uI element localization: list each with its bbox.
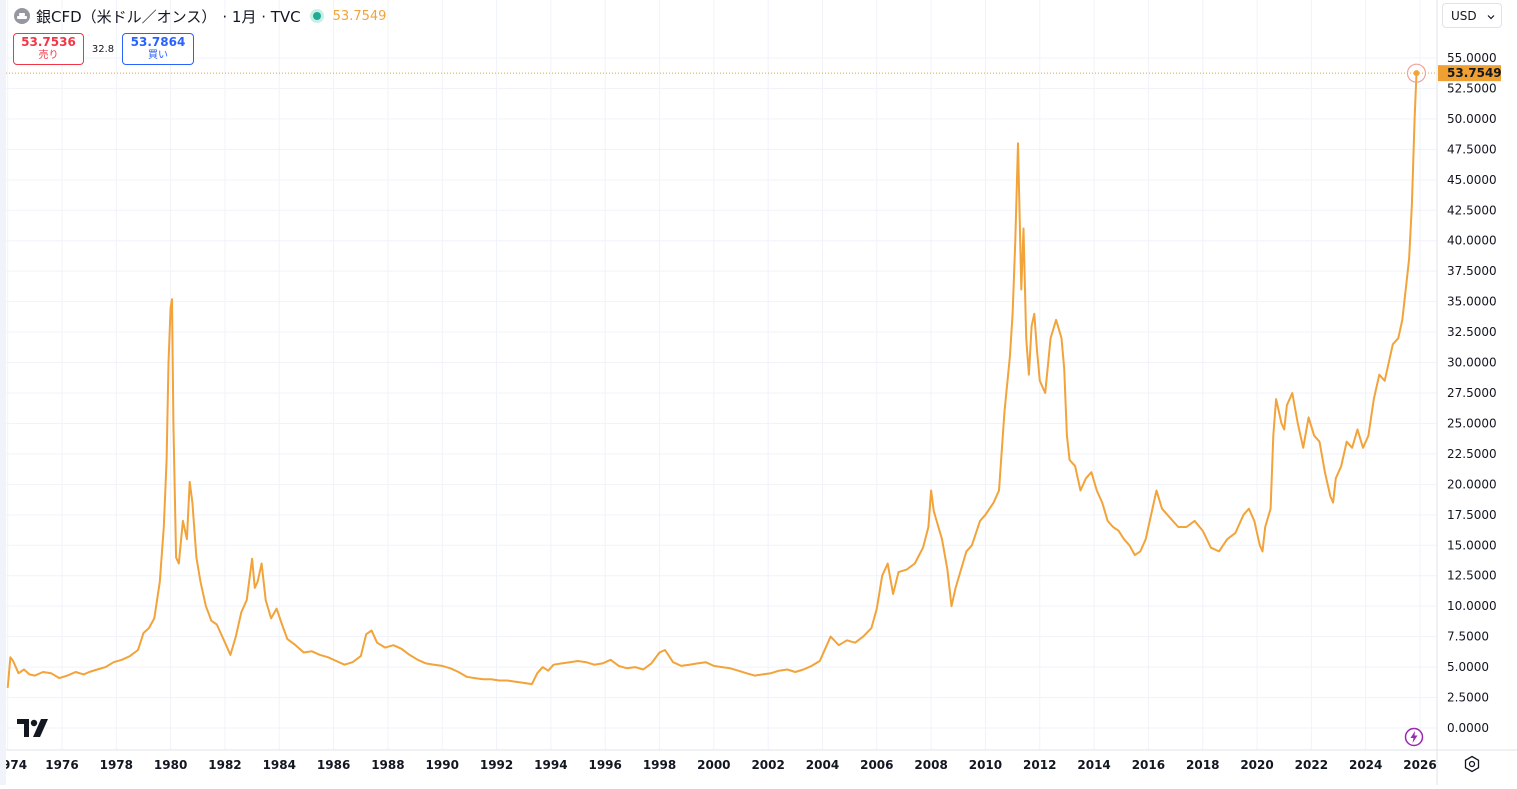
y-tick-label: 0.0000 bbox=[1447, 721, 1489, 735]
y-tick-label: 25.0000 bbox=[1447, 416, 1497, 430]
y-tick-label: 12.5000 bbox=[1447, 569, 1497, 583]
silver-coin-icon[interactable] bbox=[14, 8, 30, 24]
x-tick-label: 2000 bbox=[697, 758, 730, 772]
x-tick-label: 2016 bbox=[1132, 758, 1165, 772]
current-price-label: 53.7549 bbox=[1447, 66, 1502, 80]
last-price: 53.7549 bbox=[332, 8, 387, 24]
y-tick-label: 10.0000 bbox=[1447, 599, 1497, 613]
x-tick-label: 2012 bbox=[1023, 758, 1056, 772]
currency-select[interactable]: USD bbox=[1442, 3, 1502, 28]
x-tick-label: 2006 bbox=[860, 758, 893, 772]
spread-value: 32.8 bbox=[91, 43, 115, 55]
x-tick-label: 1980 bbox=[154, 758, 187, 772]
y-tick-label: 55.0000 bbox=[1447, 51, 1497, 65]
y-tick-label: 30.0000 bbox=[1447, 356, 1497, 370]
x-tick-label: 2014 bbox=[1077, 758, 1110, 772]
x-tick-label: 2026 bbox=[1403, 758, 1436, 772]
current-price-dot bbox=[1413, 70, 1420, 77]
x-tick-label: 1992 bbox=[480, 758, 513, 772]
x-tick-label: 2010 bbox=[969, 758, 1002, 772]
x-tick-label: 1988 bbox=[371, 758, 404, 772]
sell-label: 売り bbox=[38, 50, 59, 61]
x-tick-label: 2018 bbox=[1186, 758, 1219, 772]
x-tick-label: 2002 bbox=[751, 758, 784, 772]
chevron-down-icon bbox=[1487, 9, 1495, 23]
price-line bbox=[6, 73, 1418, 688]
left-edge-scrollbar[interactable] bbox=[0, 0, 6, 785]
buy-label: 買い bbox=[148, 50, 168, 61]
lightning-icon[interactable] bbox=[1404, 727, 1424, 751]
x-tick-label: 1976 bbox=[45, 758, 78, 772]
symbol-header: 銀CFD（米ドル／オンス） · 1月 · TVC 53.7549 bbox=[14, 4, 386, 28]
symbol-interval[interactable]: · 1月 · TVC bbox=[222, 7, 301, 26]
y-tick-label: 27.5000 bbox=[1447, 386, 1497, 400]
currency-label: USD bbox=[1451, 8, 1477, 23]
y-tick-label: 37.5000 bbox=[1447, 264, 1497, 278]
buy-price: 53.7864 bbox=[130, 35, 186, 49]
sell-price: 53.7536 bbox=[21, 35, 76, 49]
x-tick-label: 2020 bbox=[1240, 758, 1273, 772]
y-tick-label: 50.0000 bbox=[1447, 112, 1497, 126]
y-tick-label: 20.0000 bbox=[1447, 477, 1497, 491]
y-tick-label: 42.5000 bbox=[1447, 203, 1497, 217]
x-tick-label: 2008 bbox=[914, 758, 947, 772]
x-tick-label: 1986 bbox=[317, 758, 350, 772]
sell-button[interactable]: 53.7536 売り bbox=[13, 33, 84, 65]
y-tick-label: 52.5000 bbox=[1447, 81, 1497, 95]
tradingview-logo-icon[interactable] bbox=[17, 719, 49, 741]
y-tick-label: 35.0000 bbox=[1447, 295, 1497, 309]
x-tick-label: 1998 bbox=[643, 758, 676, 772]
y-tick-label: 47.5000 bbox=[1447, 142, 1497, 156]
x-tick-label: 2004 bbox=[806, 758, 839, 772]
x-tick-label: 2022 bbox=[1295, 758, 1328, 772]
y-tick-label: 7.5000 bbox=[1447, 630, 1489, 644]
y-tick-label: 45.0000 bbox=[1447, 173, 1497, 187]
y-tick-label: 17.5000 bbox=[1447, 508, 1497, 522]
x-tick-label: 1996 bbox=[588, 758, 621, 772]
buy-button[interactable]: 53.7864 買い bbox=[122, 33, 194, 65]
y-tick-label: 15.0000 bbox=[1447, 538, 1497, 552]
y-tick-label: 32.5000 bbox=[1447, 325, 1497, 339]
y-tick-label: 5.0000 bbox=[1447, 660, 1489, 674]
x-tick-label: 974 bbox=[2, 758, 27, 772]
y-tick-label: 2.5000 bbox=[1447, 691, 1489, 705]
market-status-dot bbox=[312, 12, 321, 20]
x-tick-label: 1978 bbox=[100, 758, 133, 772]
symbol-title[interactable]: 銀CFD（米ドル／オンス） bbox=[36, 7, 217, 26]
x-tick-label: 1994 bbox=[534, 758, 567, 772]
x-tick-label: 1982 bbox=[208, 758, 241, 772]
gear-icon[interactable] bbox=[1463, 755, 1481, 777]
y-tick-label: 22.5000 bbox=[1447, 447, 1497, 461]
x-tick-label: 1990 bbox=[426, 758, 459, 772]
quote-row: 53.7536 売り 32.8 53.7864 買い bbox=[13, 33, 194, 65]
y-tick-label: 40.0000 bbox=[1447, 234, 1497, 248]
current-price-halo bbox=[1406, 63, 1427, 83]
x-tick-label: 2024 bbox=[1349, 758, 1382, 772]
x-tick-label: 1984 bbox=[263, 758, 296, 772]
current-price-tag bbox=[1438, 65, 1501, 82]
